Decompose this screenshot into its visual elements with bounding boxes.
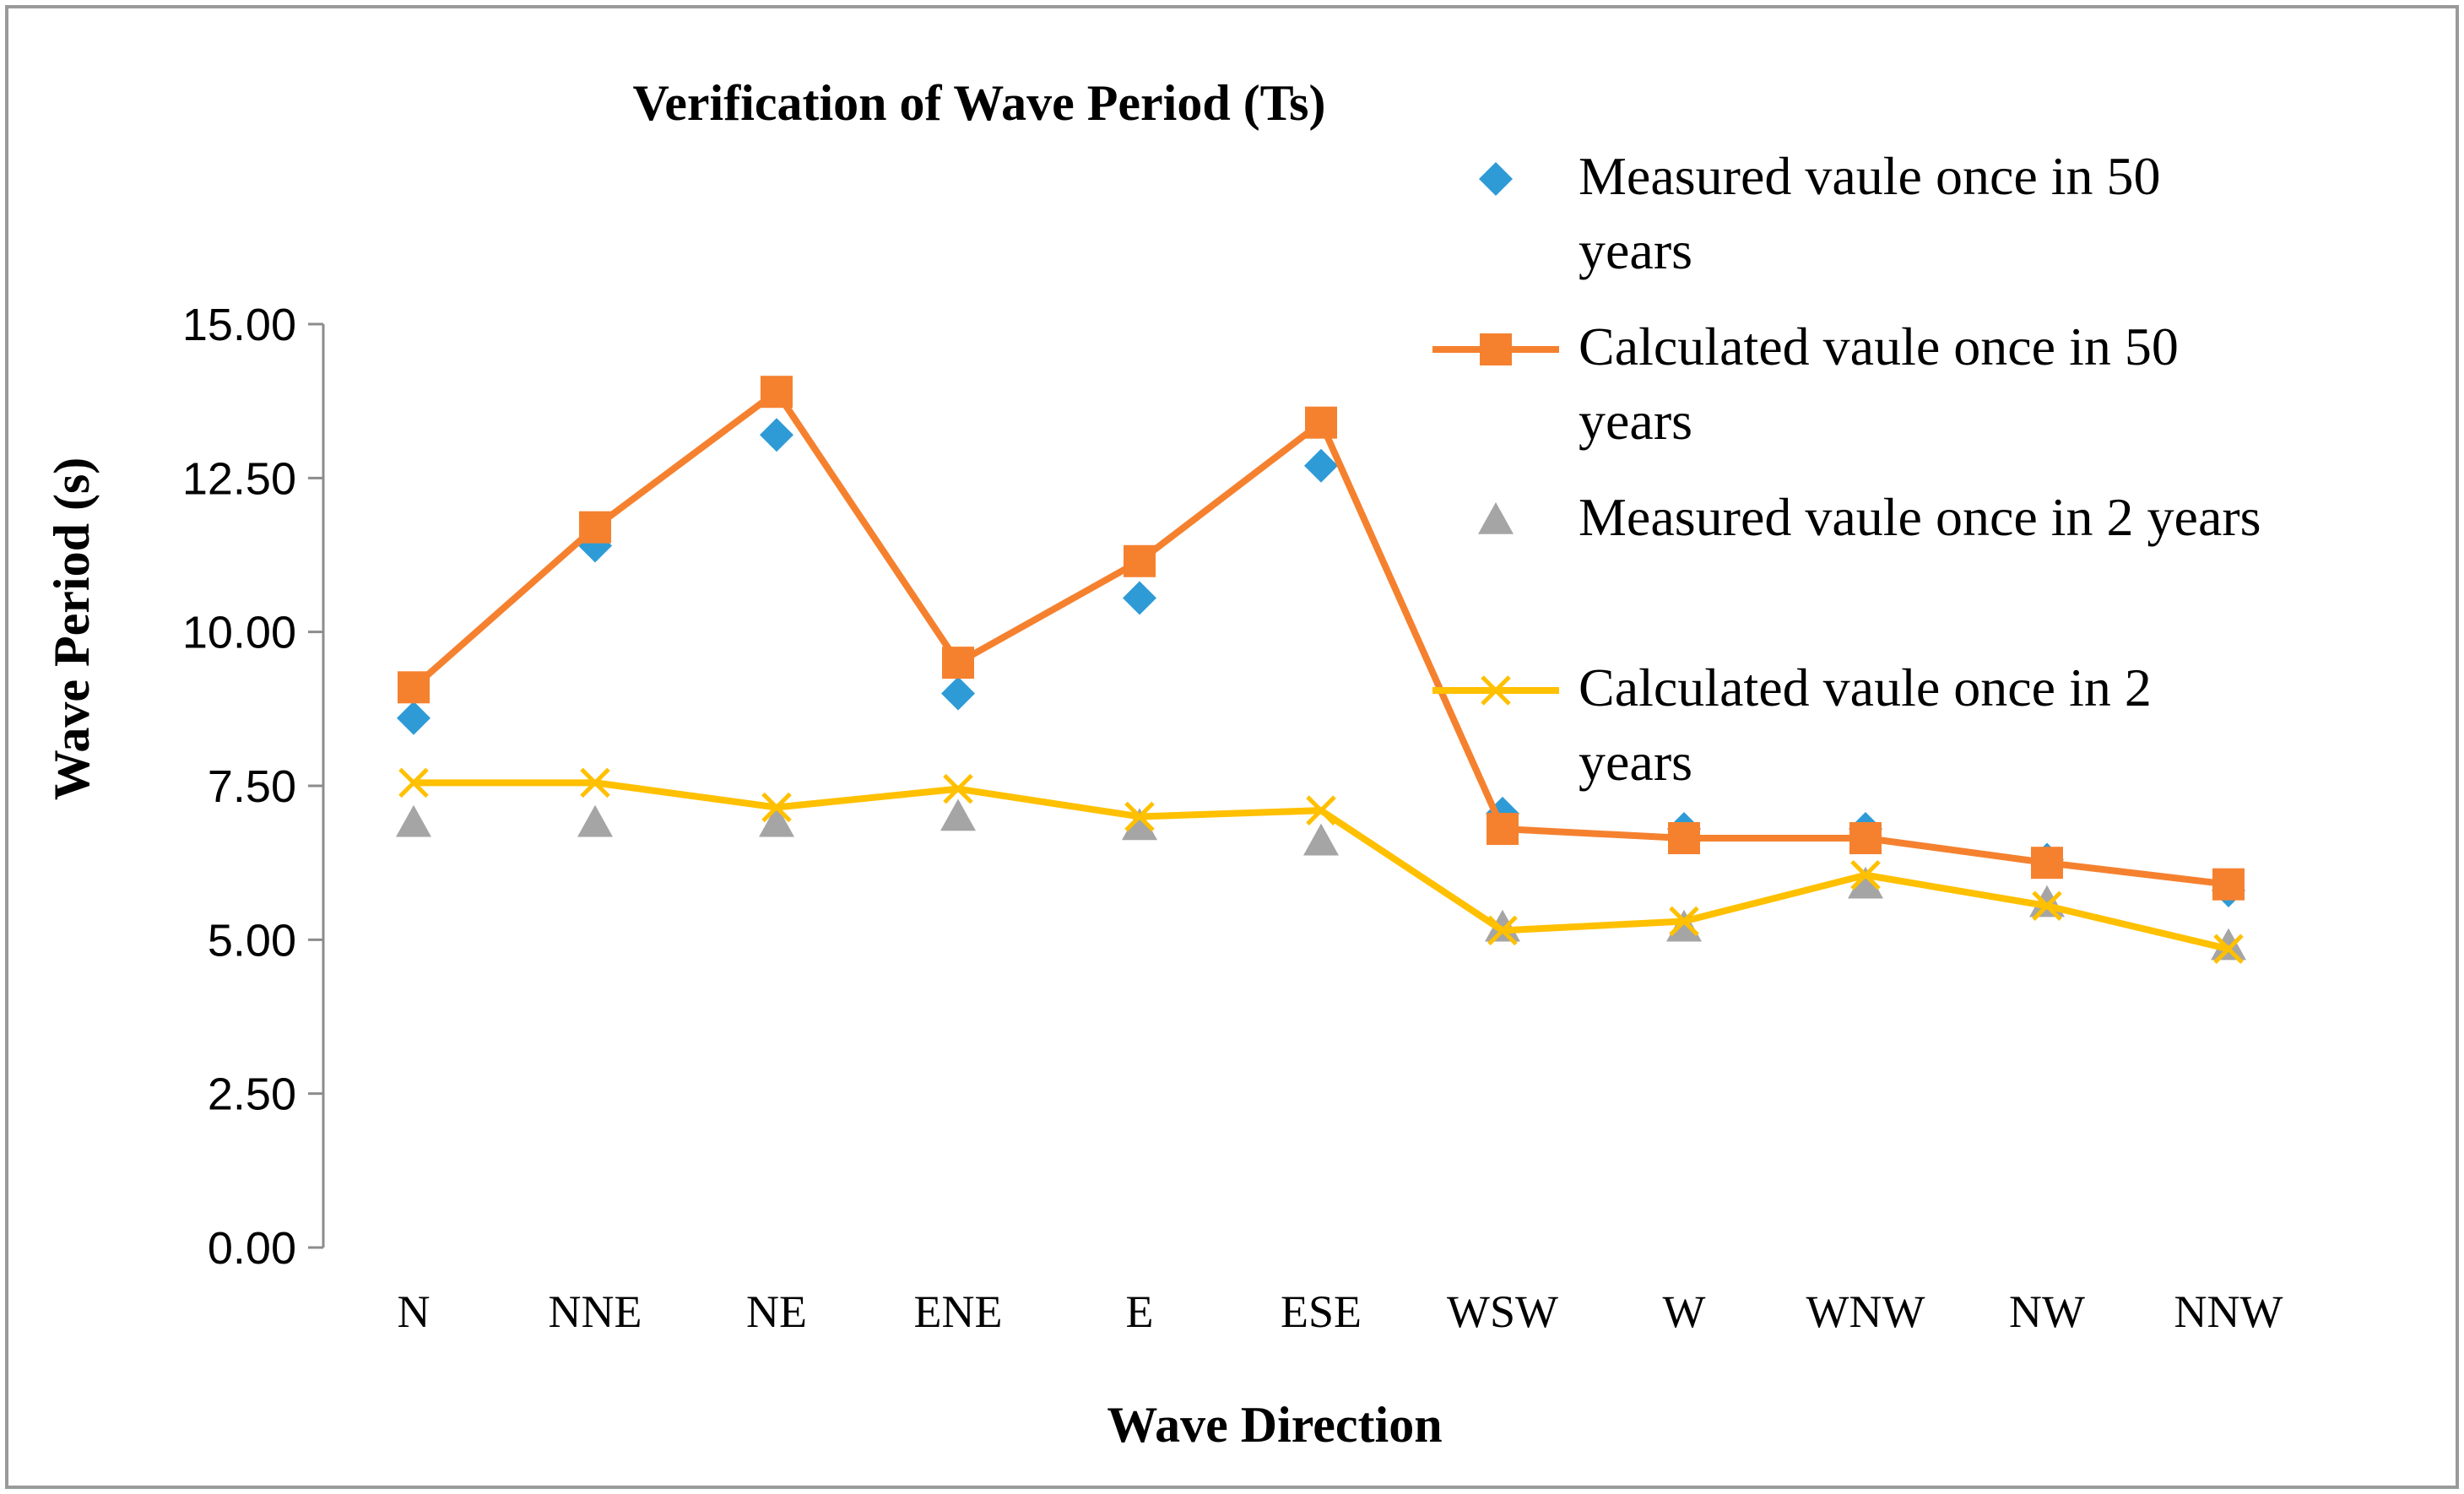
x-tick-label: ESE	[1281, 1286, 1362, 1337]
legend-label: years	[1579, 732, 1692, 792]
x-axis: N NNE NE ENE E ESE WSW W WNW NW NNW	[398, 1286, 2283, 1337]
data-point-stroke	[1124, 801, 1155, 832]
x-tick-label: NNW	[2174, 1286, 2283, 1337]
data-point	[1850, 859, 1881, 890]
legend-item: Calculated vaule once in 2 years	[1432, 658, 2152, 792]
data-point	[2212, 868, 2245, 901]
data-point	[1487, 915, 1518, 946]
legend-label: Calculated vaule once in 50	[1579, 317, 2179, 376]
data-point-stroke	[943, 773, 973, 804]
data-point	[1124, 544, 1156, 577]
data-point	[398, 671, 430, 704]
y-tick-label: 7.50	[208, 761, 296, 812]
data-point	[1485, 909, 1520, 942]
data-point-stroke	[398, 767, 429, 798]
legend-label: years	[1579, 391, 1692, 451]
data-point	[760, 418, 793, 452]
data-point-stroke	[761, 792, 792, 823]
data-point-stroke	[2032, 890, 2062, 921]
data-point	[1668, 821, 1700, 854]
x-tick-label: N	[398, 1286, 431, 1337]
data-point	[577, 804, 613, 837]
y-tick-label: 10.00	[182, 608, 296, 658]
data-point	[579, 511, 611, 544]
data-point	[1849, 821, 1882, 854]
data-point	[1305, 406, 1337, 439]
y-tick-label: 5.00	[208, 915, 296, 966]
x-tick-label: WNW	[1806, 1286, 1925, 1337]
data-point	[1304, 448, 1338, 483]
data-point-stroke	[1306, 795, 1336, 825]
legend-marker	[1480, 333, 1512, 365]
data-point	[1124, 801, 1155, 832]
data-point	[2032, 890, 2062, 921]
y-axis-title: Wave Period (s)	[44, 457, 100, 801]
x-tick-label: ENE	[914, 1286, 1003, 1337]
x-tick-label: WSW	[1447, 1286, 1558, 1337]
data-point	[1848, 866, 1883, 899]
data-point	[396, 804, 431, 837]
data-point	[759, 804, 794, 837]
data-point	[397, 701, 431, 735]
legend-marker-stroke	[1481, 675, 1511, 706]
data-point	[398, 767, 429, 798]
data-point-stroke	[1669, 906, 1699, 937]
series-1	[398, 376, 2245, 901]
y-tick-label: 2.50	[208, 1069, 296, 1120]
x-tick-label: NE	[746, 1286, 807, 1337]
legend-label: Calculated vaule once in 2	[1579, 658, 2152, 717]
data-point	[1122, 808, 1157, 841]
y-axis: 0.00 2.50 5.00 7.50 10.00 12.50 15.00	[182, 300, 325, 1274]
y-tick-label: 15.00	[182, 300, 296, 350]
data-point	[1123, 581, 1156, 615]
x-axis-title: Wave Direction	[1107, 1397, 1442, 1453]
series-layer	[396, 376, 2246, 965]
data-point	[2211, 928, 2246, 961]
legend-marker	[1481, 675, 1511, 706]
legend-item: Measured vaule once in 2 years	[1478, 487, 2261, 547]
data-point	[941, 676, 975, 711]
data-point	[1666, 909, 1702, 942]
data-point	[761, 792, 792, 823]
data-point	[2031, 847, 2063, 880]
data-point	[1306, 795, 1336, 825]
data-point	[940, 798, 976, 831]
data-point-stroke	[1487, 915, 1518, 946]
legend-marker	[1479, 162, 1513, 196]
data-point	[580, 767, 610, 798]
data-point	[1669, 906, 1699, 937]
x-tick-label: NNE	[549, 1286, 642, 1337]
legend: Measured vaule once in 50yearsCalculated…	[1432, 146, 2261, 792]
data-point	[1303, 823, 1339, 856]
legend-marker	[1478, 502, 1514, 534]
x-tick-label: W	[1663, 1286, 1706, 1337]
chart-title: Verification of Wave Period (Ts)	[632, 75, 1325, 131]
chart-border	[5, 5, 2459, 1489]
data-point-stroke	[580, 767, 610, 798]
data-point	[761, 376, 793, 409]
data-point	[942, 647, 974, 679]
legend-item: Calculated vaule once in 50 years	[1432, 317, 2179, 451]
data-point-stroke	[1850, 859, 1881, 890]
data-point-stroke	[2213, 934, 2244, 965]
y-tick-label: 12.50	[182, 453, 296, 504]
legend-label: years	[1579, 220, 1692, 280]
x-tick-label: E	[1126, 1286, 1154, 1337]
data-point	[943, 773, 973, 804]
data-point	[1487, 813, 1519, 846]
legend-item: Measured vaule once in 50 years	[1479, 146, 2161, 280]
y-tick-label: 0.00	[208, 1223, 296, 1274]
x-tick-label: NW	[2009, 1286, 2085, 1337]
data-point	[2213, 934, 2244, 965]
legend-label: Measured vaule once in 50	[1579, 146, 2161, 206]
series-3	[398, 767, 2244, 965]
legend-label: Measured vaule once in 2 years	[1579, 487, 2261, 547]
